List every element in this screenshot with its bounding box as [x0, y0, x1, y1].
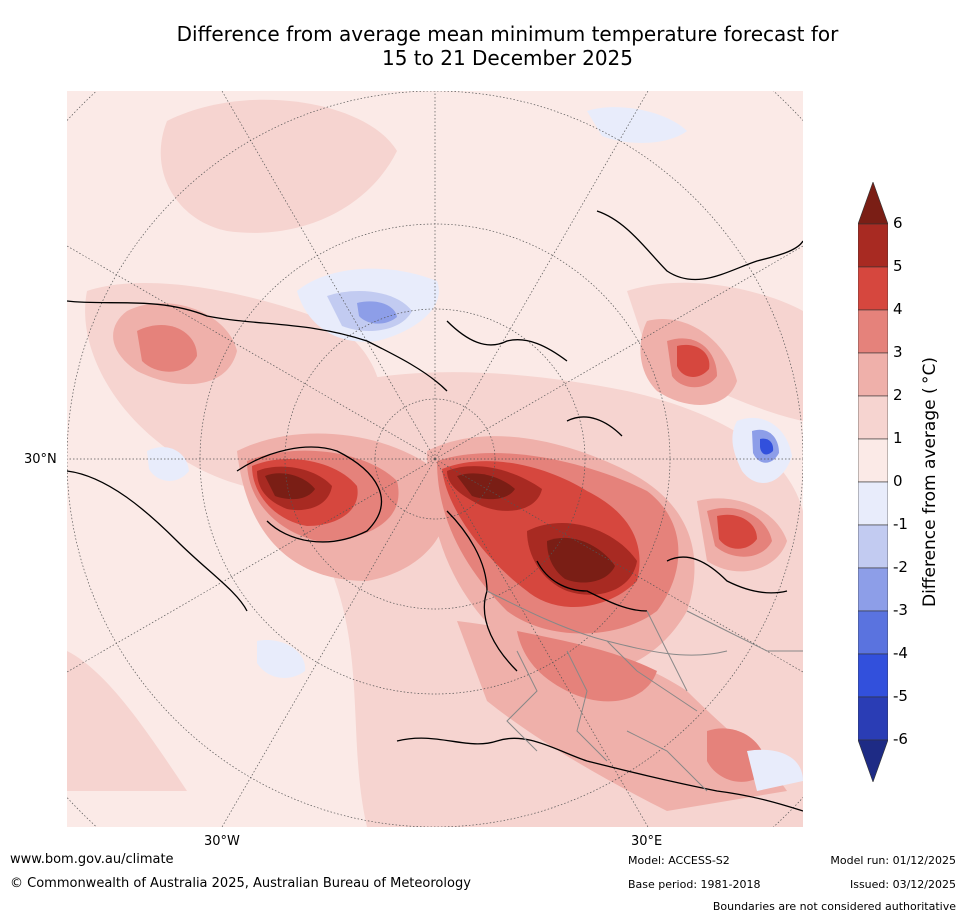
colorbar-tick-label: 6 [893, 214, 903, 232]
colorbar-band-b5 [858, 266, 888, 311]
country-boundaries [486, 590, 803, 792]
website-link[interactable]: www.bom.gov.au/climate [10, 852, 174, 867]
colorbar-band-bm2 [858, 567, 888, 612]
colorbar-band-b2 [858, 395, 888, 440]
colorbar-under-arrow [858, 739, 888, 782]
map-title: Difference from average mean minimum tem… [60, 22, 955, 70]
title-line-2: 15 to 21 December 2025 [381, 46, 633, 70]
colorbar-band-b4 [858, 309, 888, 354]
colorbar-band-bm5 [858, 696, 888, 741]
title-line-1: Difference from average mean minimum tem… [176, 22, 839, 46]
lon-label-30w: 30°W [204, 834, 240, 849]
colorbar [858, 182, 888, 782]
model-run-text: Model run: 01/12/2025 [830, 854, 956, 867]
colorbar-band-b3 [858, 352, 888, 397]
colorbar-tick-label: 3 [893, 343, 903, 361]
coastlines [67, 210, 803, 812]
colorbar-band-bm1 [858, 524, 888, 569]
colorbar-tick-label: -6 [893, 730, 908, 748]
negative-anomalies [147, 107, 803, 791]
colorbar-band-b1 [858, 438, 888, 483]
colorbar-tick-label: -5 [893, 687, 908, 705]
graticule [67, 91, 803, 827]
colorbar-tick-label: -1 [893, 515, 908, 533]
colorbar-band-bm3 [858, 610, 888, 655]
colorbar-band-bm4 [858, 653, 888, 698]
colorbar-tick-label: 0 [893, 472, 903, 490]
temperature-anomaly-map [67, 91, 803, 827]
colorbar-tick-label: -2 [893, 558, 908, 576]
base-period-text: Base period: 1981-2018 [628, 878, 761, 891]
colorbar-over-arrow [858, 182, 888, 225]
copyright-text: © Commonwealth of Australia 2025, Austra… [10, 876, 471, 891]
colorbar-band-b6 [858, 223, 888, 268]
colorbar-tick-label: 1 [893, 429, 903, 447]
colorbar-title: Difference from average ( °C) [920, 356, 940, 608]
colorbar-tick-label: 4 [893, 300, 903, 318]
colorbar-band-b0 [858, 481, 888, 526]
lon-label-30e: 30°E [631, 834, 663, 849]
colorbar-tick-label: -3 [893, 601, 908, 619]
colorbar-tick-label: 2 [893, 386, 903, 404]
issued-text: Issued: 03/12/2025 [849, 878, 956, 891]
model-text: Model: ACCESS-S2 [628, 854, 730, 867]
lat-label-30n: 30°N [24, 452, 57, 467]
disclaimer-text: Boundaries are not considered authoritat… [712, 900, 956, 913]
colorbar-tick-label: 5 [893, 257, 903, 275]
colorbar-tick-label: -4 [893, 644, 908, 662]
